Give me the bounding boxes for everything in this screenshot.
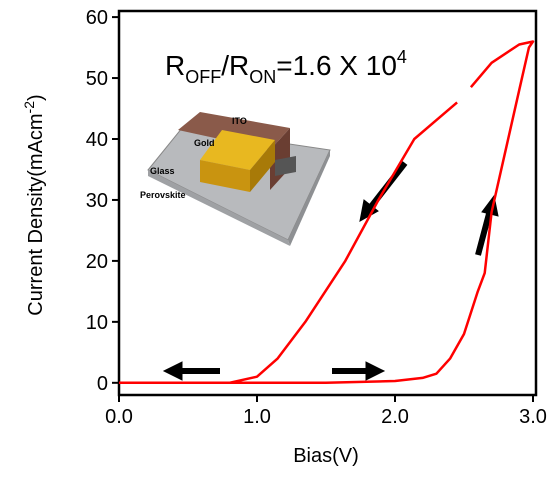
annotation-part: /R — [221, 50, 249, 81]
x-axis-label: Bias(V) — [293, 445, 359, 467]
arrow — [475, 209, 493, 256]
gold-front — [200, 160, 250, 192]
inset-label: Gold — [194, 138, 215, 148]
arrow-head — [162, 361, 183, 381]
y-tick-label: 50 — [86, 68, 108, 90]
inset-label: ITO — [232, 116, 247, 126]
contact — [275, 156, 296, 176]
annotation: ROFF/RON=1.6 X 104 — [165, 47, 407, 87]
y-label-part: ) — [25, 94, 47, 101]
glass-front — [148, 170, 290, 246]
y-axis-label: Current Density(mAcm-2) — [21, 94, 47, 315]
inset-label: Perovskite — [140, 190, 186, 200]
plot-frame — [117, 9, 538, 397]
y-label-part: Current Density(mAcm — [25, 113, 47, 315]
gold-side — [250, 140, 275, 192]
annotation-part: OFF — [185, 67, 221, 87]
y-tick-label: 40 — [86, 129, 108, 151]
x-tick-label: 3.0 — [519, 406, 547, 428]
annotation-part: R — [165, 50, 185, 81]
annotation-part: 4 — [397, 47, 407, 67]
y-label-part: -2 — [21, 101, 37, 114]
x-tick-label: 0.0 — [105, 406, 133, 428]
x-tick-label: 2.0 — [381, 406, 409, 428]
annotation-part: =1.6 X 10 — [276, 50, 397, 81]
y-tick-label: 10 — [86, 312, 108, 334]
annotation-part: ON — [249, 67, 276, 87]
series-line — [119, 40, 535, 385]
inset-label: Glass — [150, 166, 175, 176]
y-tick-label: 60 — [86, 7, 108, 29]
gold-top — [200, 130, 275, 170]
device-inset: ITO Gold Glass Perovskite — [140, 112, 331, 246]
y-tick-label: 30 — [86, 190, 108, 212]
glass-edge — [288, 150, 330, 246]
y-tick-label: 0 — [97, 373, 108, 395]
arrow-head — [365, 361, 386, 381]
x-tick-label: 1.0 — [243, 406, 271, 428]
y-tick-label: 20 — [86, 251, 108, 273]
